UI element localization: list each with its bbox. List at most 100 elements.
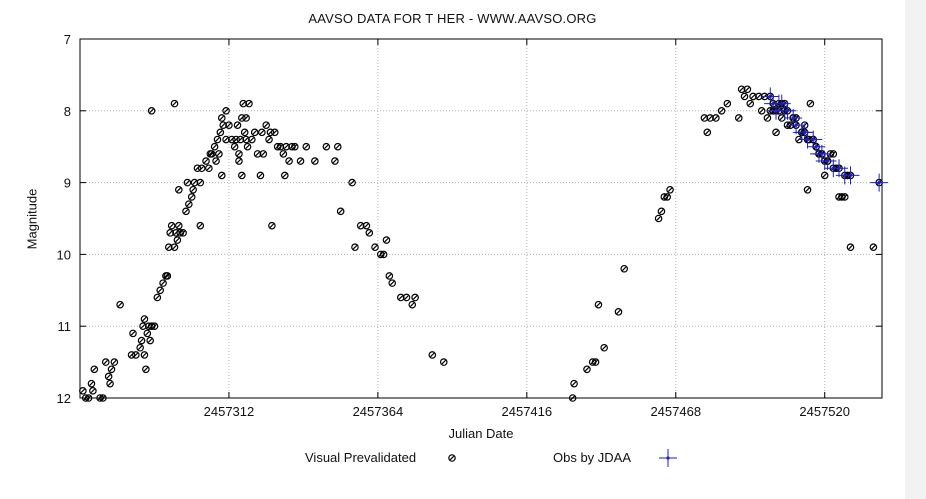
visual-prevalidated-point (388, 279, 397, 287)
visual-prevalidated-point (243, 142, 252, 151)
visual-prevalidated-point (428, 351, 437, 359)
legend-label-visual: Visual Prevalidated (305, 450, 417, 465)
visual-prevalidated-point (167, 221, 176, 230)
visual-prevalidated-point (212, 157, 220, 165)
visual-prevalidated-point (703, 128, 712, 137)
visual-prevalidated-point (205, 164, 213, 173)
visual-prevalidated-point (187, 193, 196, 201)
visual-prevalidated-point (362, 221, 371, 230)
visual-prevalidated-point (84, 394, 93, 402)
visual-prevalidated-point (110, 358, 119, 366)
visual-prevalidated-point (311, 157, 319, 165)
plot-frame (79, 38, 883, 399)
visual-prevalidated-point (213, 135, 222, 144)
visual-prevalidated-point (90, 365, 99, 374)
chart-title: AAVSO DATA FOR T HER - WWW.AAVSO.ORG (308, 11, 597, 26)
visual-prevalidated-point (235, 150, 243, 158)
visual-prevalidated-point (336, 207, 345, 216)
visual-prevalidated-point (270, 128, 279, 137)
visual-prevalidated-point (591, 358, 600, 366)
visual-prevalidated-point (757, 107, 766, 115)
visual-prevalidated-point (583, 365, 591, 374)
visual-prevalidated-point (217, 114, 226, 122)
visual-prevalidated-point (723, 99, 732, 108)
visual-prevalidated-point (365, 229, 374, 237)
visual-prevalidated-point (717, 107, 726, 115)
visual-prevalidated-point (806, 99, 815, 108)
visual-prevalidated-point (385, 272, 394, 280)
visual-prevalidated-point (146, 336, 154, 345)
visual-prevalidated-point (302, 142, 311, 151)
visual-prevalidated-point (163, 272, 172, 280)
visual-prevalidated-point (777, 114, 786, 122)
legend-marker-visual (448, 454, 456, 462)
visual-prevalidated-point (594, 300, 603, 309)
jdaa-point (841, 166, 860, 185)
visual-prevalidated-point (746, 99, 755, 108)
visual-prevalidated-point (142, 365, 150, 374)
visual-prevalidated-point (700, 114, 709, 122)
visual-prevalidated-point (175, 185, 183, 194)
visual-prevalidated-point (840, 193, 849, 201)
visual-prevalidated-point (268, 221, 276, 230)
visual-prevalidated-point (620, 264, 629, 273)
visual-prevalidated-point (196, 178, 205, 187)
visual-prevalidated-point (87, 379, 96, 388)
visual-prevalidated-point (143, 329, 152, 338)
visual-prevalidated-point (222, 107, 230, 115)
visual-prevalidated-point (139, 322, 147, 331)
visual-prevalidated-point (190, 178, 199, 187)
y-tick-label: 8 (64, 104, 71, 119)
visual-prevalidated-point (253, 150, 262, 158)
visual-prevalidated-point (276, 142, 285, 151)
visual-prevalidated-point (159, 279, 167, 287)
x-tick-label: 2457468 (650, 404, 701, 419)
visual-prevalidated-point (239, 99, 248, 108)
visual-prevalidated-point (743, 85, 752, 94)
visual-prevalidated-point (803, 185, 812, 194)
visual-prevalidated-point (230, 142, 239, 151)
x-tick-label: 2457364 (353, 404, 404, 419)
visual-prevalidated-point (258, 128, 266, 137)
visual-prevalidated-point (202, 157, 210, 165)
visual-prevalidated-point (256, 171, 265, 180)
visual-prevalidated-point (657, 207, 666, 216)
y-tick-label: 7 (64, 32, 71, 47)
visual-prevalidated-point (104, 372, 113, 381)
visual-prevalidated-point (147, 107, 156, 115)
visual-prevalidated-point (712, 114, 720, 122)
x-axis-label: Julian Date (448, 426, 514, 441)
visual-prevalidated-point (869, 243, 878, 252)
visual-prevalidated-point (156, 286, 165, 295)
visual-prevalidated-point (219, 121, 228, 129)
visual-prevalidated-point (348, 178, 356, 187)
visual-prevalidated-point (351, 243, 359, 252)
visual-prevalidated-point (132, 351, 140, 359)
visual-prevalidated-point (217, 171, 226, 180)
visual-prevalidated-point (396, 293, 405, 302)
visual-prevalidated-point (240, 128, 249, 137)
visual-prevalidated-point (333, 142, 342, 151)
y-tick-label: 10 (57, 247, 71, 262)
visual-prevalidated-point (189, 185, 197, 194)
visual-prevalidated-point (116, 300, 124, 309)
visual-prevalidated-point (89, 387, 97, 395)
visual-prevalidated-point (136, 343, 144, 352)
visual-prevalidated-point (654, 214, 663, 223)
visual-prevalidated-point (170, 243, 179, 252)
visual-prevalidated-point (763, 114, 772, 122)
visual-prevalidated-point (238, 171, 246, 180)
visual-prevalidated-point (371, 243, 379, 252)
visual-prevalidated-point (233, 121, 242, 129)
visual-prevalidated-point (846, 243, 855, 252)
visual-prevalidated-point (164, 243, 173, 252)
visual-prevalidated-point (262, 121, 270, 129)
visual-prevalidated-point (706, 114, 714, 122)
visual-prevalidated-point (185, 200, 193, 208)
visual-prevalidated-point (242, 114, 250, 122)
visual-prevalidated-point (196, 221, 205, 230)
visual-prevalidated-point (210, 142, 219, 151)
visual-prevalidated-point (614, 308, 623, 316)
visual-prevalidated-point (285, 157, 293, 165)
visual-prevalidated-point (666, 185, 674, 194)
